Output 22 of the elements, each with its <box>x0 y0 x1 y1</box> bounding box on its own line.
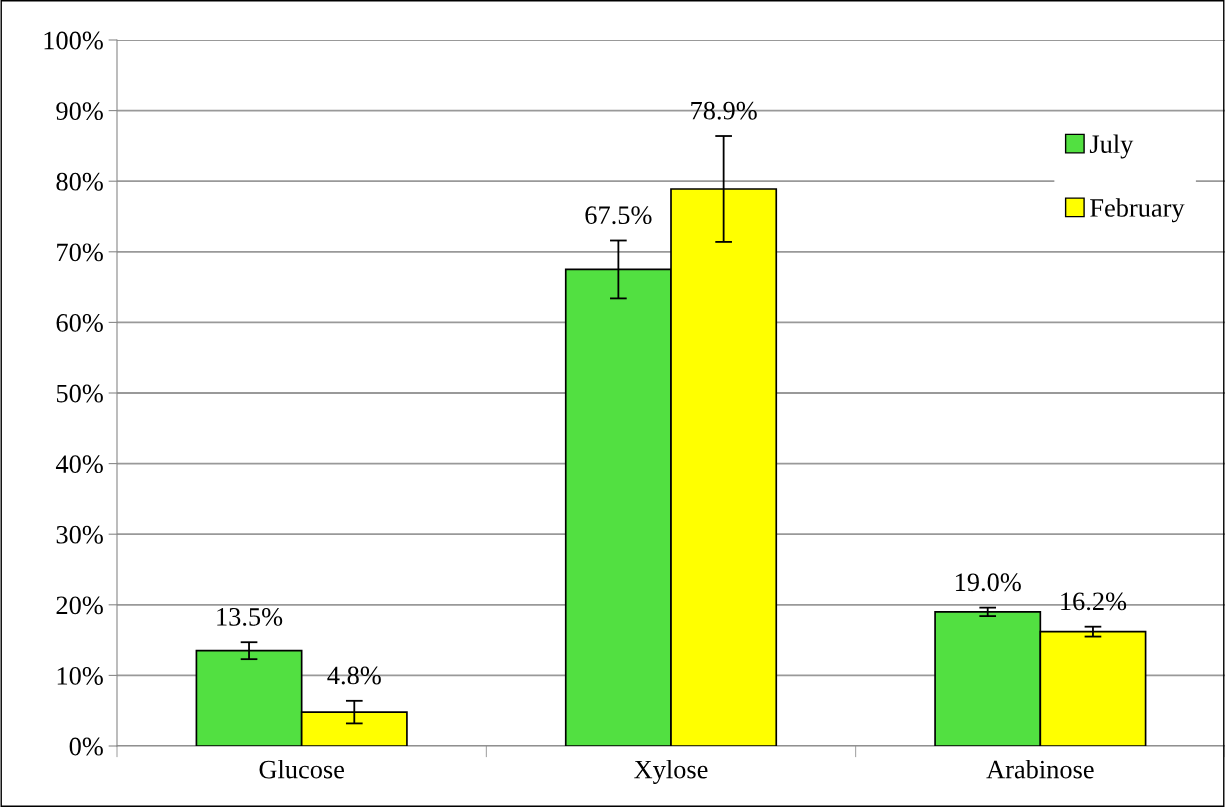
x-tick-label: Arabinose <box>986 759 1094 779</box>
data-label: 13.5% <box>217 607 283 626</box>
y-tick-label: 70% <box>57 243 103 262</box>
data-label: 4.8% <box>327 666 381 685</box>
x-tick-label: Glucose <box>259 759 344 779</box>
y-tick-label: 10% <box>57 667 103 685</box>
data-label: 67.5% <box>585 206 652 225</box>
y-tick-label: 90% <box>56 102 103 121</box>
y-tick-label: 0% <box>69 737 103 756</box>
y-tick-label: 100% <box>44 31 103 50</box>
y-tick-label: 40% <box>55 455 103 474</box>
y-tick-label: 80% <box>56 172 103 191</box>
y-tick-label: 30% <box>56 525 103 544</box>
legend-label: July <box>1089 134 1134 159</box>
y-tick-label: 60% <box>56 314 103 332</box>
y-tick-label: 20% <box>56 596 103 615</box>
data-label: 16.2% <box>1061 592 1127 611</box>
data-label: 19.0% <box>955 573 1021 592</box>
y-tick-label: 50% <box>56 384 103 403</box>
legend-label: February <box>1090 198 1185 223</box>
data-label: 78.9% <box>691 101 757 120</box>
x-tick-label: Xylose <box>634 759 708 784</box>
